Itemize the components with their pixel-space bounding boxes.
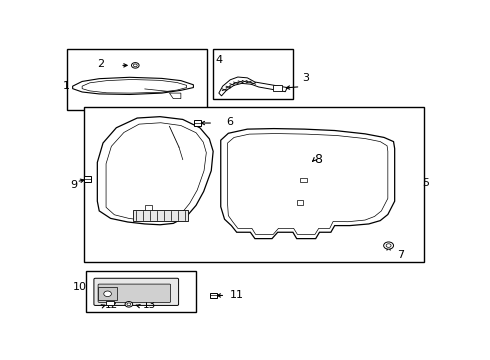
Text: 13: 13 bbox=[143, 300, 156, 310]
Text: 1: 1 bbox=[63, 81, 70, 91]
Text: 10: 10 bbox=[73, 282, 87, 292]
Text: 2: 2 bbox=[98, 59, 104, 69]
Bar bbox=[67, 49, 207, 110]
Polygon shape bbox=[170, 93, 181, 99]
Circle shape bbox=[384, 242, 393, 249]
Bar bbox=[98, 287, 118, 301]
Bar bbox=[106, 301, 115, 305]
Bar bbox=[133, 210, 189, 221]
Text: 3: 3 bbox=[302, 73, 309, 83]
Polygon shape bbox=[219, 77, 287, 96]
Text: 8: 8 bbox=[314, 153, 322, 166]
Text: 7: 7 bbox=[397, 250, 405, 260]
Text: 9: 9 bbox=[71, 180, 78, 190]
Circle shape bbox=[386, 244, 391, 247]
Text: 11: 11 bbox=[230, 291, 244, 301]
Circle shape bbox=[127, 303, 131, 306]
Circle shape bbox=[131, 63, 139, 68]
FancyBboxPatch shape bbox=[94, 278, 178, 305]
Polygon shape bbox=[220, 129, 394, 239]
Circle shape bbox=[133, 64, 137, 67]
FancyBboxPatch shape bbox=[98, 284, 171, 302]
Text: 4: 4 bbox=[215, 55, 222, 65]
Text: 6: 6 bbox=[226, 117, 233, 127]
Bar bbox=[194, 120, 200, 126]
Bar bbox=[213, 49, 293, 99]
Bar bbox=[297, 200, 303, 204]
Circle shape bbox=[125, 302, 133, 307]
Bar bbox=[273, 85, 282, 91]
Bar bbox=[145, 204, 151, 210]
Polygon shape bbox=[98, 117, 213, 225]
Text: 5: 5 bbox=[422, 178, 429, 188]
Bar bbox=[84, 176, 91, 182]
Bar bbox=[84, 107, 424, 262]
Polygon shape bbox=[73, 77, 194, 94]
Bar bbox=[86, 270, 196, 312]
Bar bbox=[300, 178, 307, 183]
Text: 12: 12 bbox=[105, 300, 118, 310]
Circle shape bbox=[104, 291, 111, 297]
Bar bbox=[210, 293, 217, 298]
